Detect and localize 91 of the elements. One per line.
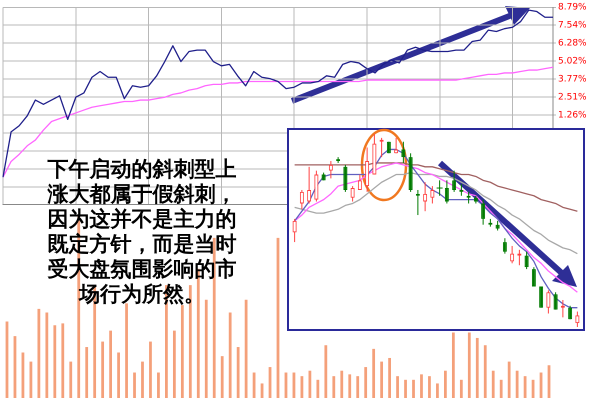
bar [364, 367, 368, 398]
candlestick [546, 290, 550, 314]
bar [14, 336, 16, 398]
bar [516, 370, 519, 398]
candlestick [314, 170, 318, 202]
bar [452, 332, 455, 398]
candlestick [510, 245, 514, 264]
bar [117, 352, 120, 398]
y-tick-label: 3.77% [558, 74, 588, 84]
y-tick-label: 6.28% [558, 38, 588, 49]
bar [157, 372, 160, 398]
annotation: 下午启动的斜刺型上涨大都属于假斜刺，因为这并不是主力的既定方针，而是当时受大盘氛围影响的市场行为所然。 [46, 156, 238, 306]
candlestick [496, 220, 500, 231]
candlestick [307, 166, 312, 204]
bar [412, 380, 415, 398]
y-tick-label: 5.02% [558, 56, 588, 67]
bar [268, 367, 272, 398]
candlestick [350, 186, 355, 202]
candlestick [575, 311, 580, 328]
candlestick [394, 137, 398, 154]
bar [69, 362, 72, 398]
bar [101, 342, 104, 398]
bar [332, 376, 336, 398]
bar [6, 322, 8, 398]
candlestick [430, 186, 434, 204]
bar [276, 238, 280, 398]
bar [444, 370, 447, 398]
y-tick-label: 7.54% [558, 20, 588, 31]
candlestick [502, 238, 507, 254]
bar [492, 370, 495, 398]
bar [316, 380, 320, 398]
candlestick [401, 141, 406, 164]
bar [228, 312, 232, 398]
bar [220, 356, 224, 398]
bar [53, 325, 56, 398]
bar [548, 365, 550, 398]
bar [85, 347, 88, 398]
bar [284, 372, 288, 398]
bar [508, 362, 511, 398]
candlestick [481, 199, 486, 226]
bar [324, 345, 328, 398]
bar [180, 305, 184, 398]
y-tick-label: 2.51% [558, 92, 588, 102]
bar [532, 380, 534, 398]
candlestick [444, 180, 449, 204]
bar [141, 362, 144, 398]
bar [468, 332, 471, 398]
candlestick [292, 218, 297, 243]
bar [356, 376, 360, 398]
bar [244, 300, 248, 398]
bar [396, 376, 399, 398]
candlestick [423, 182, 428, 212]
candlestick [365, 147, 370, 192]
candlestick [532, 266, 536, 287]
bar [436, 383, 439, 398]
bar [30, 362, 32, 398]
candlestick [343, 164, 348, 192]
candlestick [568, 305, 572, 320]
bar [133, 372, 136, 398]
candlestick [358, 174, 362, 190]
bar [428, 376, 431, 398]
candlestick [452, 170, 456, 192]
bar [476, 338, 479, 398]
bar [22, 352, 24, 398]
bar [292, 372, 296, 398]
candlestick [300, 189, 304, 210]
bar [388, 358, 391, 398]
candlestick [554, 292, 558, 310]
bar [45, 312, 48, 398]
bar [109, 330, 112, 398]
bar [37, 308, 40, 398]
y-tick-label: 8.79% [558, 2, 588, 13]
bar [420, 374, 423, 398]
bar [300, 376, 304, 398]
bar [236, 347, 240, 398]
candlestick [524, 251, 529, 270]
bar [308, 370, 312, 398]
bar [172, 330, 176, 398]
bar [524, 376, 526, 398]
bar [404, 380, 407, 398]
bar [204, 300, 208, 398]
bar [340, 370, 344, 398]
bar [125, 303, 128, 398]
bar [260, 383, 264, 398]
bar [380, 362, 384, 398]
bar [149, 342, 152, 398]
y-tick-label: 1.26% [558, 110, 588, 120]
candlestick [328, 160, 333, 179]
bar [484, 345, 487, 398]
bar [540, 372, 542, 398]
bar [252, 372, 256, 398]
